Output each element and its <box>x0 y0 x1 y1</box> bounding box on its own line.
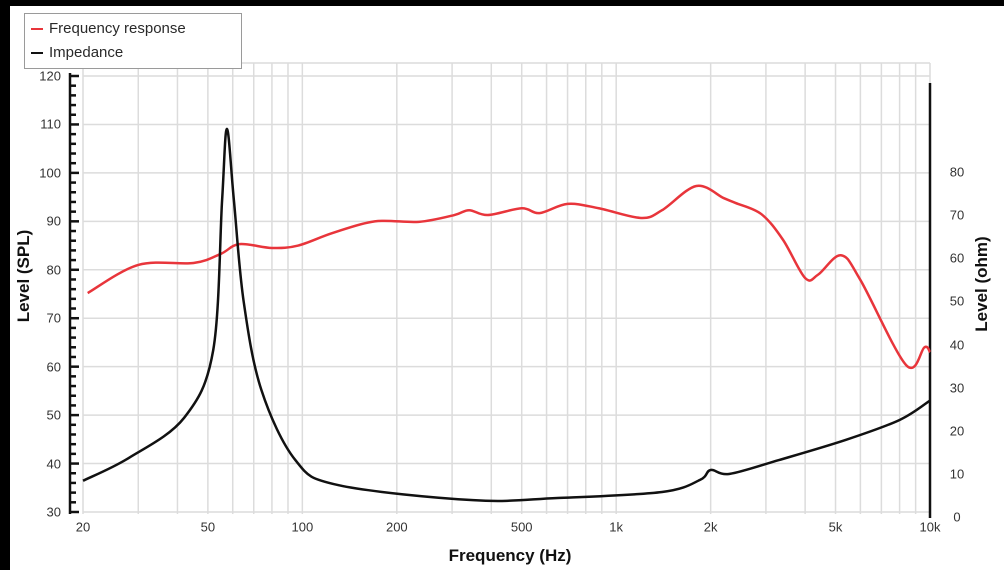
y-axis-right-title: Level (ohm) <box>972 236 991 332</box>
y-left-tick-label: 80 <box>46 262 61 278</box>
y-left-tick-label: 110 <box>40 116 61 132</box>
x-tick-label: 1k <box>609 519 624 535</box>
x-tick-label: 500 <box>510 519 533 535</box>
y-left-tick-label: 30 <box>46 504 61 520</box>
legend-item-impedance: Impedance <box>31 44 123 61</box>
x-axis-title: Frequency (Hz) <box>448 546 572 565</box>
legend-label: Frequency response <box>49 20 186 37</box>
y-left-tick-label: 70 <box>46 310 61 326</box>
x-tick-label: 100 <box>291 519 314 535</box>
y-right-tick-label: 40 <box>949 337 965 352</box>
red-line-swatch-icon <box>31 27 43 30</box>
legend: Frequency response Impedance <box>24 13 242 69</box>
x-tick-label: 5k <box>828 519 843 535</box>
frequency-response-curve <box>87 184 932 370</box>
impedance-curve <box>82 127 931 503</box>
x-tick-label: 2k <box>703 519 718 535</box>
y-left-tick-label: 60 <box>46 359 61 375</box>
x-tick-label: 20 <box>75 519 91 535</box>
y-right-tick-label: 20 <box>949 423 965 439</box>
y-right-tick-label: 60 <box>949 250 965 266</box>
y-right-tick-label: 30 <box>949 380 965 396</box>
legend-item-frequency-response: Frequency response <box>31 20 186 37</box>
y-right-tick-label: 10 <box>949 466 965 482</box>
x-tick-label: 200 <box>385 519 408 535</box>
y-left-tick-label: 40 <box>46 456 61 472</box>
black-line-swatch-icon <box>31 51 43 54</box>
y-right-tick-label: 80 <box>949 164 965 180</box>
y-right-tick-label: 70 <box>949 207 965 223</box>
x-tick-label: 10k <box>919 519 941 535</box>
y-right-tick-label: 0 <box>953 509 961 525</box>
y-left-tick-label: 100 <box>39 165 61 181</box>
y-right-tick-label: 50 <box>949 293 965 309</box>
plot-area <box>68 62 932 518</box>
y-left-tick-label: 50 <box>46 407 61 423</box>
y-left-tick-label: 90 <box>46 213 61 229</box>
y-axis-left-title: Level (SPL) <box>14 229 33 323</box>
x-tick-label: 50 <box>200 519 216 535</box>
chart-canvas: Frequency response Impedance Level (SPL)… <box>10 6 1004 570</box>
legend-label: Impedance <box>49 44 124 61</box>
y-left-tick-label: 120 <box>39 68 61 84</box>
